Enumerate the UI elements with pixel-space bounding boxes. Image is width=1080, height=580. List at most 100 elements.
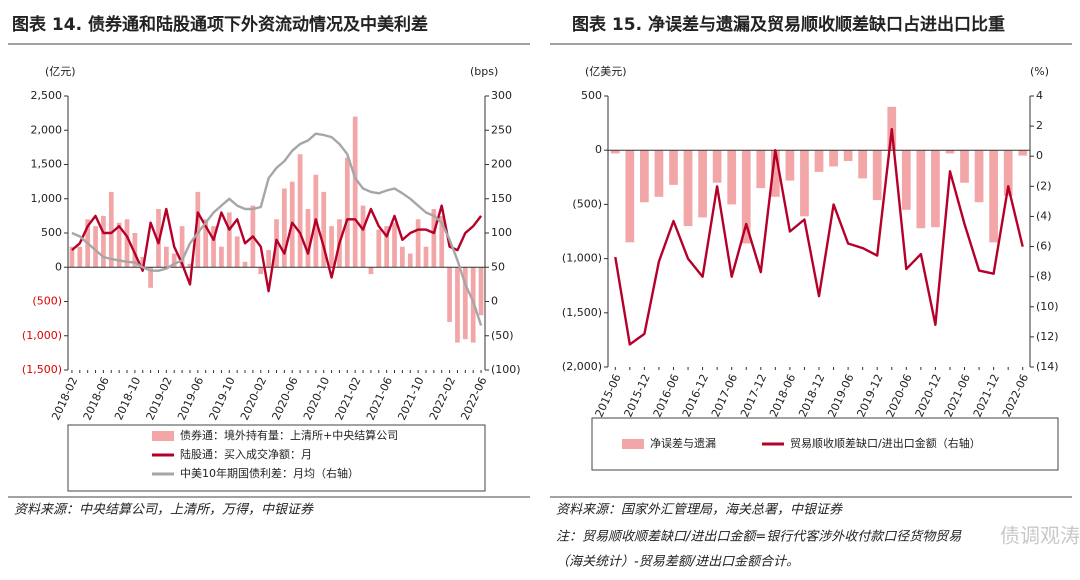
y-tick-label: (1,500) bbox=[562, 306, 602, 319]
x-tick-label: 2019-06 bbox=[175, 375, 206, 422]
bar bbox=[108, 191, 114, 268]
x-tick-label: 2020-12 bbox=[913, 372, 944, 419]
x-tick-label: 2019-10 bbox=[207, 375, 238, 422]
bar bbox=[858, 150, 868, 179]
y2-tick-label: (12) bbox=[1036, 330, 1059, 343]
y-axis-unit: (亿美元) bbox=[585, 65, 627, 78]
source: 资料来源：国家外汇管理局，海关总署，中银证券 bbox=[556, 502, 843, 518]
bar bbox=[321, 191, 327, 268]
y-tick-label: 500 bbox=[41, 226, 62, 239]
x-tick-label: 2022-06 bbox=[458, 375, 489, 422]
bar bbox=[1003, 150, 1013, 196]
x-tick-label: 2021-06 bbox=[364, 375, 395, 422]
x-tick-label: 2018-06 bbox=[81, 375, 112, 422]
bar bbox=[785, 150, 795, 181]
y-axis-unit: (亿元) bbox=[45, 65, 76, 78]
y-tick-label: (500) bbox=[572, 197, 602, 210]
bar bbox=[640, 150, 649, 203]
x-tick-label: 2020-06 bbox=[884, 372, 915, 419]
legend-swatch bbox=[152, 431, 174, 441]
y2-tick-label: 2 bbox=[1036, 119, 1043, 132]
bar bbox=[219, 246, 224, 268]
bar bbox=[960, 150, 969, 183]
bar bbox=[195, 191, 201, 268]
bar bbox=[872, 150, 882, 201]
bar bbox=[931, 150, 940, 228]
bar bbox=[829, 150, 838, 167]
bar bbox=[368, 267, 374, 275]
line-series bbox=[614, 127, 1024, 346]
chart-title: 图表 15. 净误差与遗漏及贸易顺收顺差缺口占进出口比重 bbox=[572, 14, 1005, 35]
bar bbox=[610, 150, 620, 154]
bar bbox=[297, 154, 303, 268]
y2-tick-label: (8) bbox=[1036, 270, 1052, 283]
y-tick-label: 2,500 bbox=[31, 89, 63, 102]
bar bbox=[800, 150, 809, 217]
y2-tick-label: 150 bbox=[491, 192, 512, 205]
bar bbox=[400, 246, 405, 268]
bar bbox=[654, 150, 664, 197]
bar bbox=[843, 150, 853, 162]
x-tick-label: 2017-06 bbox=[709, 372, 740, 419]
bar bbox=[756, 150, 766, 189]
bar bbox=[669, 150, 678, 185]
note: 注：贸易顺收顺差缺口/进出口金额=银行代客涉外收付款口径货物贸易 bbox=[556, 529, 962, 545]
x-tick-label: 2019-02 bbox=[144, 375, 175, 422]
y-tick-label: (1,500) bbox=[22, 363, 62, 376]
bar bbox=[974, 150, 984, 203]
bar bbox=[344, 157, 350, 268]
legend-label: 贸易顺收顺差缺口/进出口金额（右轴） bbox=[790, 436, 981, 450]
bar bbox=[352, 116, 358, 268]
y-tick-label: 1,500 bbox=[31, 158, 63, 171]
x-tick-label: 2017-12 bbox=[738, 372, 769, 419]
legend-box bbox=[67, 424, 486, 492]
bar bbox=[329, 226, 334, 268]
y-tick-label: (500) bbox=[32, 295, 62, 308]
y2-tick-label: 4 bbox=[1036, 89, 1043, 102]
y2-tick-label: (14) bbox=[1036, 360, 1059, 373]
bar bbox=[179, 226, 185, 268]
y2-tick-label: 50 bbox=[491, 260, 505, 273]
y2-tick-label: 100 bbox=[491, 226, 512, 239]
bar bbox=[132, 233, 138, 268]
bar bbox=[124, 219, 130, 268]
y-tick-label: 0 bbox=[595, 143, 602, 156]
y-tick-label: 0 bbox=[55, 260, 62, 273]
bar bbox=[741, 150, 751, 244]
legend-label: 净误差与遗漏 bbox=[650, 436, 716, 450]
bar bbox=[258, 267, 264, 275]
x-tick-label: 2016-06 bbox=[651, 372, 682, 419]
bar bbox=[242, 261, 248, 268]
bar bbox=[407, 253, 413, 268]
legend-label: 债券通：境外持有量：上清所+中央结算公司 bbox=[180, 428, 398, 442]
y2-axis-unit: (bps) bbox=[470, 65, 498, 78]
bar bbox=[211, 226, 216, 268]
x-tick-label: 2015-06 bbox=[593, 372, 624, 419]
bar bbox=[305, 209, 311, 268]
bar bbox=[376, 229, 382, 268]
x-tick-label: 2021-12 bbox=[971, 372, 1002, 419]
y2-tick-label: 200 bbox=[491, 158, 512, 171]
bar bbox=[69, 246, 75, 268]
bar bbox=[1018, 150, 1028, 156]
bar bbox=[77, 246, 83, 268]
x-tick-label: 2018-12 bbox=[796, 372, 827, 419]
bar bbox=[360, 205, 366, 268]
bar bbox=[148, 267, 153, 288]
x-tick-label: 2019-12 bbox=[854, 372, 885, 419]
x-tick-label: 2018-02 bbox=[49, 375, 80, 422]
y2-tick-label: (50) bbox=[491, 329, 514, 342]
bar bbox=[447, 267, 452, 323]
bar bbox=[901, 150, 911, 210]
bar bbox=[282, 188, 287, 268]
bar bbox=[116, 222, 122, 268]
bar bbox=[462, 267, 468, 340]
line-series bbox=[71, 132, 483, 326]
x-tick-label: 2020-06 bbox=[269, 375, 300, 422]
bar bbox=[93, 226, 98, 268]
bar bbox=[163, 246, 169, 268]
x-tick-label: 2015-12 bbox=[622, 372, 653, 419]
y2-tick-label: (6) bbox=[1036, 240, 1052, 253]
y2-tick-label: (100) bbox=[491, 363, 521, 376]
